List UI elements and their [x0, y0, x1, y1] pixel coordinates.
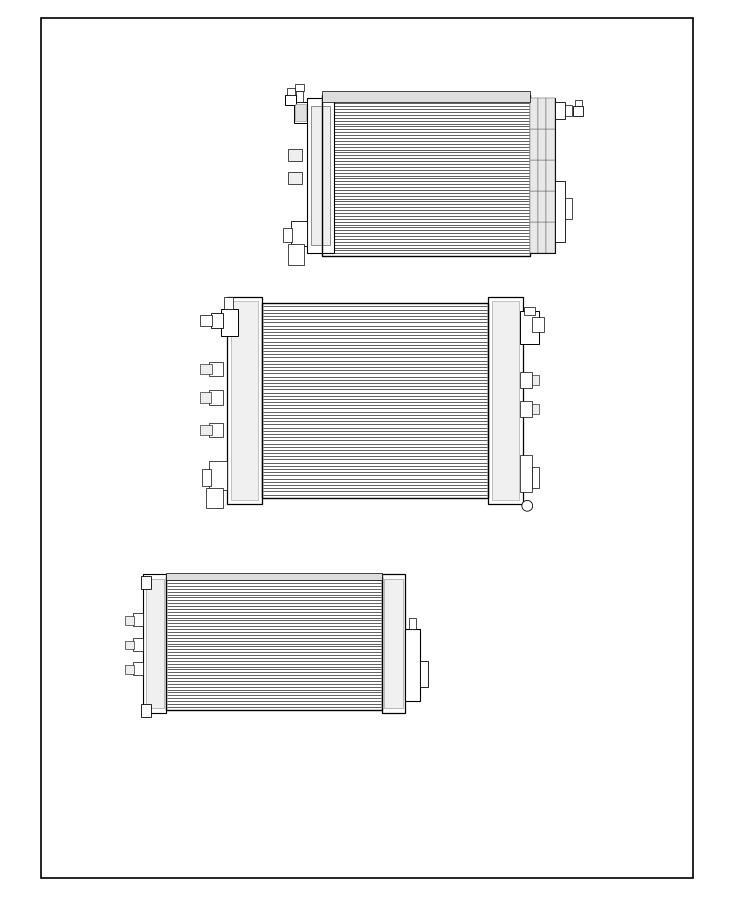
Bar — [531, 130, 538, 160]
Circle shape — [522, 500, 533, 511]
Bar — [287, 88, 295, 94]
Bar — [531, 221, 538, 253]
Bar — [311, 106, 330, 245]
Bar — [538, 130, 546, 160]
Bar — [565, 105, 572, 116]
Bar — [133, 613, 144, 626]
Bar — [262, 303, 488, 498]
Bar — [133, 662, 144, 675]
Bar — [307, 98, 334, 253]
Bar — [166, 573, 382, 580]
Bar — [382, 574, 405, 713]
Bar — [124, 616, 134, 625]
Bar — [519, 400, 532, 417]
Bar — [295, 85, 305, 91]
Bar — [221, 310, 238, 336]
Bar — [296, 91, 303, 102]
Bar — [202, 470, 210, 486]
Bar — [200, 364, 212, 374]
Bar — [532, 375, 539, 385]
Bar — [295, 104, 306, 122]
Bar — [492, 302, 519, 500]
Bar — [554, 102, 565, 120]
Bar — [290, 221, 307, 246]
Bar — [538, 191, 546, 221]
Bar — [546, 98, 554, 130]
Bar — [146, 579, 164, 708]
Bar — [538, 221, 546, 253]
Bar — [200, 316, 211, 326]
Bar — [546, 160, 554, 191]
Bar — [144, 574, 166, 713]
Bar — [262, 303, 488, 498]
Bar — [488, 297, 522, 504]
Bar — [531, 160, 538, 191]
Bar — [546, 221, 554, 253]
Bar — [209, 391, 222, 405]
Bar — [209, 423, 222, 437]
Bar — [519, 373, 532, 389]
Bar — [532, 318, 544, 332]
Bar — [209, 362, 222, 376]
Bar — [538, 160, 546, 191]
Bar — [288, 244, 305, 265]
Bar — [141, 704, 151, 717]
Bar — [200, 425, 212, 435]
Bar — [285, 94, 296, 105]
Bar — [519, 455, 532, 491]
Bar — [141, 576, 151, 589]
Bar — [133, 638, 144, 651]
Bar — [565, 198, 572, 220]
Bar — [210, 313, 222, 328]
Bar — [322, 91, 531, 102]
Bar — [283, 228, 292, 242]
Bar — [532, 403, 539, 414]
Bar — [385, 579, 402, 708]
Bar — [405, 629, 419, 701]
Bar — [531, 98, 538, 130]
Bar — [227, 297, 262, 504]
Bar — [322, 94, 531, 256]
Bar — [546, 130, 554, 160]
Bar — [409, 617, 416, 629]
Bar — [41, 18, 693, 878]
Bar — [538, 98, 546, 130]
Bar — [532, 467, 539, 488]
Bar — [230, 302, 258, 500]
Bar — [166, 577, 382, 710]
Bar — [293, 102, 307, 123]
Bar — [166, 577, 382, 710]
Bar — [575, 100, 582, 106]
Bar — [531, 98, 554, 253]
Bar — [209, 461, 227, 490]
Bar — [322, 94, 531, 256]
Bar — [574, 106, 583, 116]
Bar — [419, 661, 428, 687]
Bar — [288, 149, 302, 161]
Bar — [225, 297, 233, 310]
Bar — [531, 191, 538, 221]
Bar — [124, 665, 134, 674]
Bar — [546, 191, 554, 221]
Bar — [124, 641, 134, 649]
Bar — [200, 392, 210, 402]
Bar — [206, 488, 222, 508]
Bar — [288, 172, 302, 184]
Bar — [525, 308, 535, 316]
Bar — [519, 311, 539, 344]
Bar — [554, 181, 565, 242]
